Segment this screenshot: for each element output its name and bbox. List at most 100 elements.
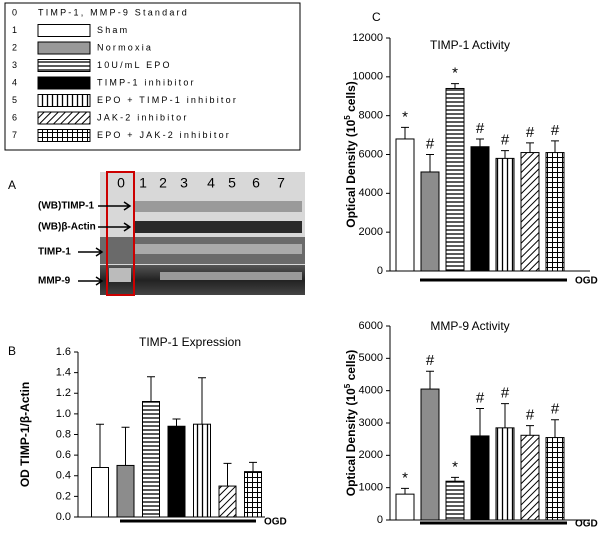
legend-label: EPO + JAK-2 inhibitor xyxy=(97,130,231,140)
bar xyxy=(420,388,440,521)
lane-label: 0 xyxy=(117,175,125,191)
error-bar xyxy=(476,407,484,436)
lane-label: 3 xyxy=(180,175,188,191)
y-tick-label: 1.6 xyxy=(56,346,71,358)
error-bar xyxy=(401,487,409,495)
y-tick-label: 4000 xyxy=(359,385,383,397)
lane-label: 4 xyxy=(207,175,215,191)
chart-title: TIMP-1 Expression xyxy=(139,335,241,349)
y-axis-label-part: 5 xyxy=(343,383,352,388)
y-tick-label: 1.0 xyxy=(56,408,71,420)
bar xyxy=(495,157,515,272)
y-tick-label: 0.8 xyxy=(56,428,71,440)
bar xyxy=(167,425,186,518)
legend-number: 7 xyxy=(12,130,19,140)
bar xyxy=(193,423,211,518)
error-bar xyxy=(551,140,559,153)
bar xyxy=(395,138,415,272)
x-axis-label: OGD xyxy=(575,519,598,530)
error-bar xyxy=(401,126,409,139)
chart-title: TIMP-1 Activity xyxy=(430,38,510,52)
bar xyxy=(218,485,237,518)
annotation: * xyxy=(452,65,458,82)
legend-label: TIMP-1, MMP-9 Standard xyxy=(38,7,189,17)
blot-band xyxy=(134,221,302,233)
y-tick-label: 0 xyxy=(377,265,383,277)
blot-band xyxy=(109,268,131,282)
y-tick-label: 3000 xyxy=(359,417,383,429)
bar xyxy=(91,467,109,518)
y-axis-label: OD TIMP-1/β-Actin xyxy=(18,382,32,487)
legend-label: 10U/mL EPO xyxy=(97,60,172,70)
error-bar xyxy=(121,426,130,466)
annotation: * xyxy=(452,458,458,475)
lane-label: 5 xyxy=(228,175,236,191)
bar xyxy=(395,493,415,521)
bar xyxy=(420,171,440,272)
annotation: # xyxy=(551,122,560,139)
chart-title: MMP-9 Activity xyxy=(430,319,509,333)
bar xyxy=(470,435,490,521)
legend-label: JAK-2 inhibitor xyxy=(97,112,189,122)
legend-swatch xyxy=(37,111,91,125)
y-tick-label: 5000 xyxy=(359,352,383,364)
legend-number: 5 xyxy=(12,95,19,105)
annotation: # xyxy=(426,352,435,369)
error-bar xyxy=(249,461,257,472)
error-bar xyxy=(551,419,559,438)
row-label: TIMP-1 xyxy=(38,247,71,258)
y-tick-label: 0.0 xyxy=(56,511,71,523)
y-tick-label: 1.4 xyxy=(56,367,71,379)
bar xyxy=(520,434,540,521)
y-tick-label: 12000 xyxy=(352,32,383,44)
y-axis-label-part: cells) xyxy=(344,350,358,384)
y-tick-label: 0.6 xyxy=(56,449,71,461)
arrow xyxy=(98,222,132,232)
arrow xyxy=(78,276,104,286)
legend-number: 0 xyxy=(12,7,19,17)
legend-number: 4 xyxy=(12,77,19,87)
annotation: # xyxy=(551,401,560,418)
legend-label: TIMP-1 inhibitor xyxy=(97,77,196,87)
legend-swatch xyxy=(37,76,91,90)
legend-label: Sham xyxy=(97,25,129,35)
blot-band xyxy=(160,272,302,280)
annotation: # xyxy=(526,407,535,424)
blot-panel: A xyxy=(8,171,305,296)
row-label: MMP-9 xyxy=(38,276,71,287)
legend-swatch xyxy=(37,94,91,107)
annotation: # xyxy=(476,120,485,137)
y-axis-label: Optical Density (105 cells) xyxy=(343,350,359,497)
row-label: (WB)TIMP-1 xyxy=(38,201,95,212)
bar xyxy=(545,437,565,521)
error-bar xyxy=(172,418,181,427)
lane-label: 2 xyxy=(159,175,167,191)
y-tick-label: 2000 xyxy=(359,449,383,461)
lane-label: 6 xyxy=(252,175,260,191)
bar xyxy=(545,152,565,272)
y-tick-label: 0 xyxy=(377,514,383,526)
bar xyxy=(495,427,515,521)
y-axis-label-part: Optical Density (10 xyxy=(344,388,358,496)
error-bar xyxy=(451,83,459,89)
legend-number: 6 xyxy=(12,112,19,122)
error-bar xyxy=(223,462,232,487)
y-tick-label: 4000 xyxy=(359,187,383,199)
y-tick-label: 2000 xyxy=(359,226,383,238)
x-axis-label: OGD xyxy=(264,517,287,528)
arrow xyxy=(98,201,132,211)
annotation: # xyxy=(501,385,510,402)
bar xyxy=(520,152,540,272)
blot-band xyxy=(134,201,302,212)
bar xyxy=(244,471,262,518)
y-tick-label: 0.2 xyxy=(56,490,71,502)
y-tick-label: 6000 xyxy=(359,148,383,160)
bar xyxy=(142,401,160,518)
annotation: # xyxy=(476,389,485,406)
error-bar xyxy=(501,150,509,159)
panel-label: A xyxy=(8,178,16,192)
legend-label: EPO + TIMP-1 inhibitor xyxy=(97,95,238,105)
error-bar xyxy=(426,154,434,172)
